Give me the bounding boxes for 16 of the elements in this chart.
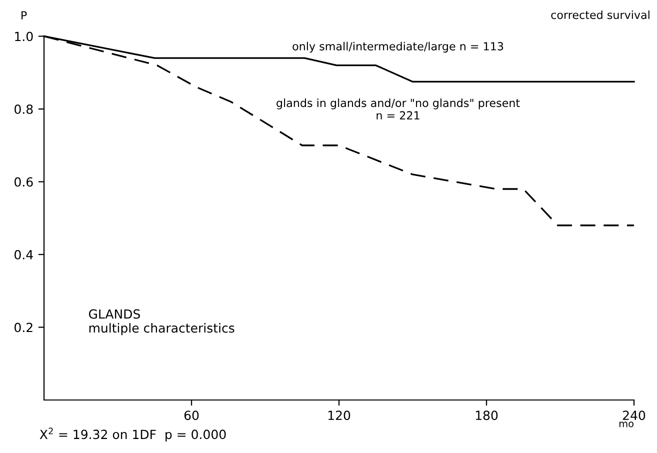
series-label: glands in glands and/or "no glands" present n = 221 [276, 98, 520, 120]
x-tick-label: 240 [622, 410, 646, 420]
y-tick-label: 0.8 [14, 104, 33, 114]
x-axis-title: mo [619, 422, 634, 428]
chart-subtitle: corrected survival [551, 10, 650, 20]
y-tick-label: 0.6 [14, 177, 33, 187]
text: X$^{2}$ = 19.32 on 1DF p = 0.000 [40, 428, 226, 442]
y-tick-label: 0.4 [14, 250, 33, 260]
x-tick-label: 120 [328, 410, 350, 420]
y-tick-label: 0.2 [14, 322, 32, 332]
series-label: only small/intermediate/large n = 113 [292, 42, 504, 53]
x-tick-label: 60 [184, 410, 199, 420]
y-tick-label: 1.0 [15, 32, 33, 42]
annotation: GLANDS multiple characteristics [88, 309, 234, 336]
y-axis-title: P [22, 11, 27, 20]
x-tick-label: 180 [476, 410, 498, 420]
